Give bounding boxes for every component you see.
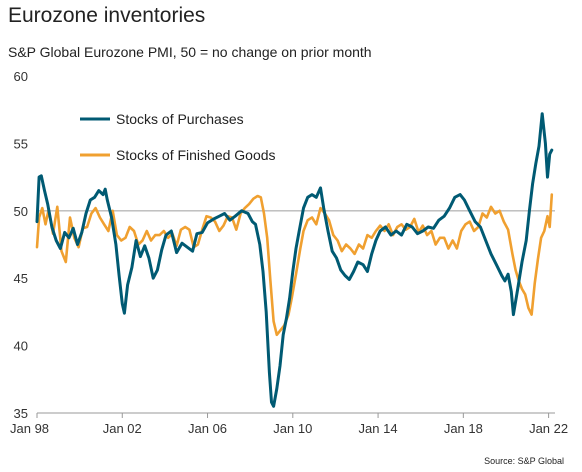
legend-label: Stocks of Finished Goods: [116, 147, 276, 163]
y-tick-label: 35: [14, 406, 28, 421]
series-line-stocks-of-purchases: [35, 112, 554, 408]
x-tick-label: Jan 10: [273, 421, 312, 436]
series-group: [35, 112, 554, 408]
y-axis: 35 40 45 50 55 60: [14, 69, 555, 421]
x-axis: Jan 98 Jan 02 Jan 06 Jan 10 Jan 14 Jan 18 Jan …: [10, 412, 568, 436]
legend-label: Stocks of Purchases: [116, 111, 244, 127]
source-note: Source: S&P Global: [484, 456, 564, 466]
x-tick-label: Jan 22: [529, 421, 568, 436]
chart-title: Eurozone inventories: [8, 4, 206, 27]
x-tick-label: Jan 02: [103, 421, 142, 436]
y-tick-label: 40: [14, 339, 28, 354]
y-tick-label: 45: [14, 271, 28, 286]
y-tick-label: 60: [14, 69, 28, 84]
legend: Stocks of Purchases Stocks of Finished Go…: [80, 111, 276, 163]
series-line-stocks-of-finished-goods: [35, 193, 554, 337]
x-tick-label: Jan 18: [444, 421, 483, 436]
y-tick-label: 55: [14, 136, 28, 151]
y-tick-label: 50: [14, 204, 28, 219]
x-tick-label: Jan 06: [188, 421, 227, 436]
x-tick-label: Jan 14: [359, 421, 398, 436]
x-tick-label: Jan 98: [10, 421, 49, 436]
chart-subtitle: S&P Global Eurozone PMI, 50 = no change …: [8, 44, 372, 60]
